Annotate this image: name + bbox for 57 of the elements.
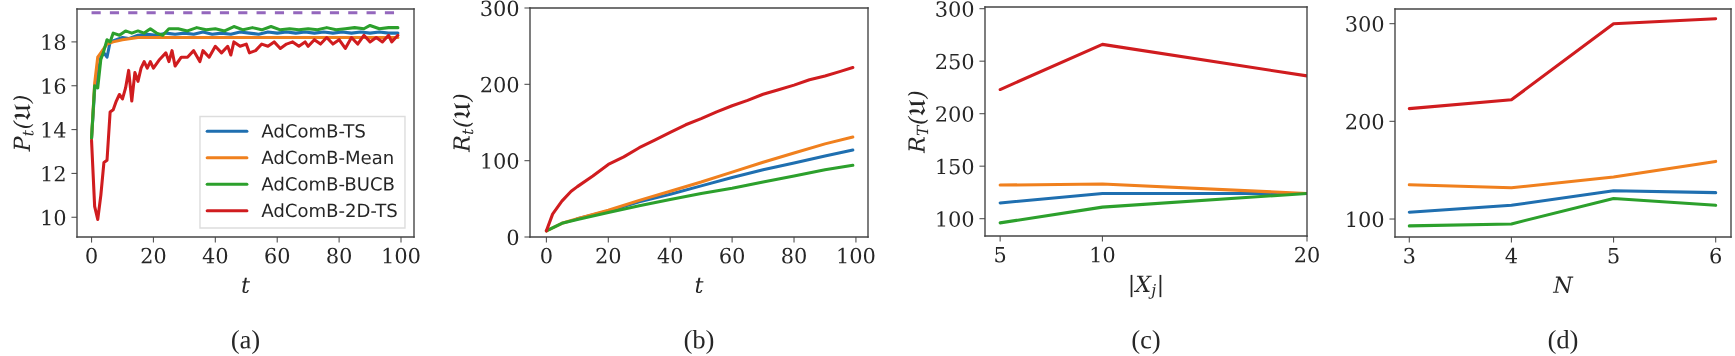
text: (d) (1548, 330, 1578, 354)
x-tick-label: 5 (995, 247, 1006, 263)
x-tick-label: 6 (1710, 247, 1721, 264)
y-axis-title: R$_{T}$(𝔘) (907, 91, 929, 154)
x-tick-label: 100 (838, 247, 875, 264)
x-axis-title: t (695, 277, 704, 294)
x-tick-label: 40 (202, 247, 228, 264)
y-tick-label: 100 (1347, 211, 1384, 228)
x-tick-label: 20 (1295, 246, 1319, 263)
x-tick-label: 0 (86, 247, 97, 264)
y-tick-label: 16 (42, 78, 66, 94)
x-tick-label: 3 (1404, 247, 1415, 264)
x-tick-label: 80 (327, 247, 351, 264)
x-tick-label: 40 (657, 247, 683, 264)
y-axis-title: R$_{t}$(𝔘) (452, 94, 474, 153)
text: (b) (684, 330, 714, 354)
legend-label: AdComB-TS (261, 123, 365, 138)
x-tick-label: 80 (782, 247, 806, 264)
y-tick-label: 200 (1346, 113, 1384, 130)
text: (a) (232, 330, 259, 354)
x-axis-title: |X$_{j}$| (1130, 274, 1162, 299)
legend-label: AdComB-2D-TS (261, 203, 397, 218)
text: (c) (1132, 330, 1160, 354)
legend-label: AdComB-BUCB (261, 176, 394, 191)
x-tick-label: 4 (1505, 247, 1517, 264)
y-tick-label: 10 (42, 209, 66, 226)
x-tick-label: 100 (383, 247, 420, 264)
x-tick-label: 0 (541, 247, 552, 264)
y-tick-label: 300 (1346, 16, 1384, 32)
x-tick-label: 60 (720, 247, 744, 264)
y-tick-label: 200 (481, 76, 519, 93)
x-tick-label: 60 (265, 247, 290, 264)
legend-label: AdComB-Mean (261, 150, 393, 165)
y-tick-label: 14 (42, 122, 66, 138)
y-axis-title: P$_{t}$(𝔘) (13, 96, 34, 152)
x-axis-title: t (242, 277, 250, 294)
x-tick-label: 20 (596, 247, 621, 264)
y-tick-label: 150 (937, 158, 974, 175)
y-tick-label: 12 (42, 165, 65, 182)
line-series (1407, 189, 1718, 214)
line-series (90, 33, 400, 221)
y-tick-label: 0 (507, 229, 519, 246)
y-tick-label: 300 (936, 1, 974, 17)
x-tick-label: 10 (1091, 246, 1115, 263)
y-tick-label: 100 (937, 211, 974, 227)
y-tick-label: 18 (42, 34, 66, 51)
line-series (544, 66, 855, 233)
y-tick-label: 250 (936, 53, 974, 70)
x-axis-title: N (1552, 276, 1574, 294)
x-tick-label: 5 (1608, 248, 1619, 264)
line-series (1407, 196, 1718, 228)
line-series (1407, 159, 1718, 190)
line-series (1407, 17, 1718, 111)
y-tick-label: 100 (482, 153, 519, 169)
y-tick-label: 200 (936, 106, 974, 122)
y-tick-label: 300 (481, 0, 519, 17)
x-tick-label: 20 (141, 247, 166, 264)
